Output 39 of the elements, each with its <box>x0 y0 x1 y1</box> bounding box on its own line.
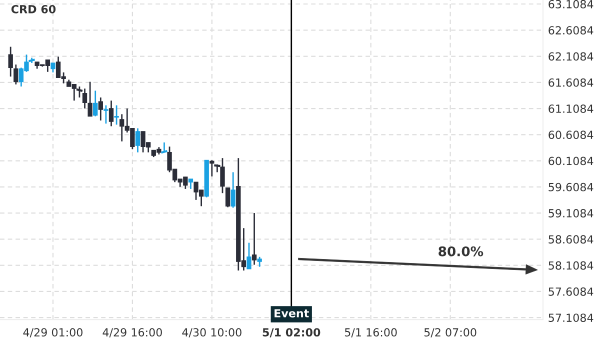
candlestick <box>188 178 194 190</box>
candlestick <box>104 104 108 124</box>
candlestick <box>98 96 103 122</box>
y-tick-label: 63.1084 <box>548 0 594 8</box>
x-tick-label: 4/29 01:00 <box>23 328 82 338</box>
candlestick <box>135 128 140 154</box>
candlestick <box>88 81 92 117</box>
y-tick-label: 57.6084 <box>548 287 594 296</box>
x-tick-label: 4/30 10:00 <box>182 328 242 338</box>
y-tick-label: 62.6084 <box>548 26 594 35</box>
chart-title: CRD 60 <box>11 4 56 14</box>
candlestick <box>252 212 257 266</box>
y-tick-label: 61.6084 <box>548 78 594 87</box>
candlestick <box>230 172 236 208</box>
y-tick-label: 60.6084 <box>548 130 594 140</box>
candlestick <box>14 64 18 86</box>
candlestick <box>93 90 98 117</box>
candlestick <box>50 62 56 74</box>
candlestick <box>161 142 168 154</box>
x-tick-label: 5/1 02:00 <box>262 328 320 338</box>
candlestick <box>257 256 262 268</box>
x-tick-label: 5/1 16:00 <box>344 328 397 338</box>
candlestick <box>225 187 230 208</box>
y-tick-label: 61.1084 <box>548 104 594 113</box>
annotation: 80.0% <box>438 246 484 256</box>
y-tick-label: 59.1084 <box>548 209 594 218</box>
y-tick-label: 57.1084 <box>548 314 594 322</box>
y-tick-label: 59.6084 <box>548 182 594 192</box>
y-tick-label: 62.1084 <box>548 52 594 61</box>
y-tick-label: 58.1084 <box>548 261 594 270</box>
ref-line-label: Event <box>274 309 309 318</box>
y-tick-label: 60.1084 <box>548 156 594 166</box>
x-tick-label: 5/2 07:00 <box>424 328 476 338</box>
candlestick <box>108 100 114 127</box>
y-tick-label: 58.6084 <box>548 235 594 244</box>
candlestick <box>8 46 13 78</box>
x-tick-label: 4/29 16:00 <box>102 328 162 338</box>
candlestick <box>114 104 119 126</box>
candlestick <box>246 242 252 270</box>
